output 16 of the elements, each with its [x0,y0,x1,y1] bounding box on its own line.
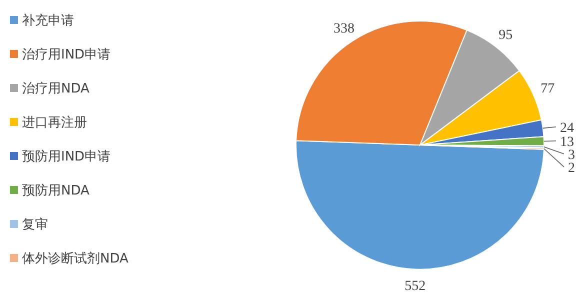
legend-label: 治疗用IND申请 [22,48,111,63]
data-label: 3 [568,148,575,163]
legend-label: 治疗用NDA [22,82,90,97]
legend-label: 体外诊断试剂NDA [22,250,129,267]
data-label: 338 [333,21,354,36]
data-label: 552 [404,278,426,294]
data-label: 13 [560,134,574,150]
data-label: 95 [498,28,513,44]
data-label: 2 [568,160,575,176]
legend-label: 预防用NDA [22,184,90,199]
data-label: 24 [560,120,574,136]
legend-label: 预防用IND申请 [22,150,111,165]
legend-label: 补充申请 [22,14,74,29]
data-label: 77 [540,81,555,96]
legend-label: 进口再注册 [22,116,87,131]
legend-label: 复审 [22,216,48,233]
